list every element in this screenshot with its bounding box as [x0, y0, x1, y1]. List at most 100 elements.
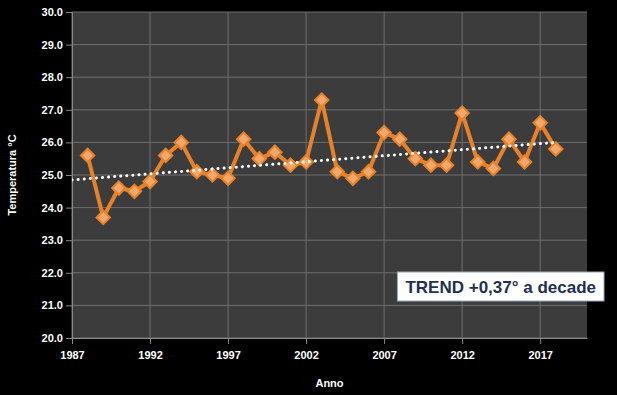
marker — [315, 93, 328, 106]
tick-mark — [540, 338, 541, 344]
tick-label: 1992 — [138, 349, 162, 361]
tick: 2007 — [372, 338, 396, 361]
tick-mark — [462, 338, 463, 344]
tick: 29.0 — [42, 39, 72, 51]
tick-label: 2002 — [294, 349, 318, 361]
tick: 27.0 — [42, 104, 72, 116]
marker — [518, 155, 531, 168]
marker — [424, 159, 437, 172]
marker — [331, 165, 344, 178]
tick-mark — [306, 338, 307, 344]
tick-mark — [66, 240, 72, 241]
tick-label: 21.0 — [42, 299, 63, 311]
marker — [237, 132, 250, 145]
tick: 30.0 — [42, 6, 72, 18]
annotation-text: TREND +0,37° a decade — [405, 278, 596, 297]
tick-label: 1987 — [60, 349, 84, 361]
background — [0, 0, 617, 395]
tick-label: 30.0 — [42, 6, 63, 18]
marker — [268, 145, 281, 158]
tick-label: 2017 — [528, 349, 552, 361]
tick: 2002 — [294, 338, 318, 361]
grid-line — [72, 240, 587, 241]
tick-mark — [66, 305, 72, 306]
tick: 21.0 — [42, 299, 72, 311]
series-line — [88, 100, 556, 217]
tick-mark — [66, 338, 72, 339]
marker — [221, 172, 234, 185]
tick: 1992 — [138, 338, 162, 361]
marker — [409, 152, 422, 165]
plot: 198719921997200220072012201720.021.022.0… — [42, 6, 588, 361]
tick-mark — [66, 175, 72, 176]
annotation-box — [397, 272, 604, 301]
tick: 25.0 — [42, 169, 72, 181]
tick-mark — [66, 208, 72, 209]
tick-mark — [384, 338, 385, 344]
tick-label: 23.0 — [42, 234, 63, 246]
tick: 26.0 — [42, 136, 72, 148]
tick-mark — [66, 142, 72, 143]
marker — [175, 136, 188, 149]
tick-mark — [66, 12, 72, 13]
x-axis-title: Anno — [315, 377, 343, 389]
tick-mark — [228, 338, 229, 344]
trend-line — [72, 142, 556, 179]
marks — [72, 93, 562, 224]
marker — [284, 159, 297, 172]
axis-line — [73, 338, 588, 339]
marker — [393, 132, 406, 145]
y-axis: 20.0 21.0 22.0 23.0 24.0 25.0 26.0 27.0 28.0 29.0… — [42, 6, 73, 344]
marker — [346, 172, 359, 185]
tick-label: 27.0 — [42, 104, 63, 116]
marker — [143, 175, 156, 188]
tick-label: 2012 — [450, 349, 474, 361]
tick-mark — [66, 45, 72, 46]
tick-mark — [66, 273, 72, 274]
marker — [440, 159, 453, 172]
tick-mark — [72, 338, 73, 344]
axis-line — [72, 13, 73, 339]
marker — [549, 142, 562, 155]
tick-label: 25.0 — [42, 169, 63, 181]
chart: 198719921997200220072012201720.021.022.0… — [0, 0, 617, 395]
grid-line — [72, 305, 587, 306]
grid-line — [72, 207, 587, 208]
x-axis: 1987199219972002200720122017 — [60, 338, 587, 361]
tick-mark — [66, 110, 72, 111]
marker — [362, 165, 375, 178]
grid-line — [384, 12, 385, 338]
tick: 22.0 — [42, 267, 72, 279]
grid-line — [72, 44, 587, 45]
y-axis-title: Temperatura °C — [6, 134, 18, 215]
grid-line — [72, 109, 587, 110]
marker — [377, 126, 390, 139]
tick-label: 28.0 — [42, 71, 63, 83]
marker — [190, 165, 203, 178]
marker — [81, 149, 94, 162]
tick-label: 29.0 — [42, 39, 63, 51]
tick-label: 2007 — [372, 349, 396, 361]
marker — [502, 132, 515, 145]
grid-line — [72, 12, 587, 13]
tick-label: 24.0 — [42, 202, 63, 214]
marker — [112, 181, 125, 194]
marker — [299, 155, 312, 168]
grid-line — [306, 12, 307, 338]
tick: 2017 — [528, 338, 552, 361]
tick: 24.0 — [42, 202, 72, 214]
marker — [533, 116, 546, 129]
tick: 28.0 — [42, 71, 72, 83]
marker — [455, 106, 468, 119]
tick: 23.0 — [42, 234, 72, 246]
marker — [97, 211, 110, 224]
grid-line — [72, 77, 587, 78]
tick: 20.0 — [42, 332, 72, 344]
annotation: TREND +0,37° a decade — [397, 272, 604, 301]
tick: 2012 — [450, 338, 474, 361]
marker — [128, 185, 141, 198]
tick: 1987 — [60, 338, 84, 361]
tick-mark — [150, 338, 151, 344]
tick-label: 20.0 — [42, 332, 63, 344]
tick-label: 26.0 — [42, 136, 63, 148]
